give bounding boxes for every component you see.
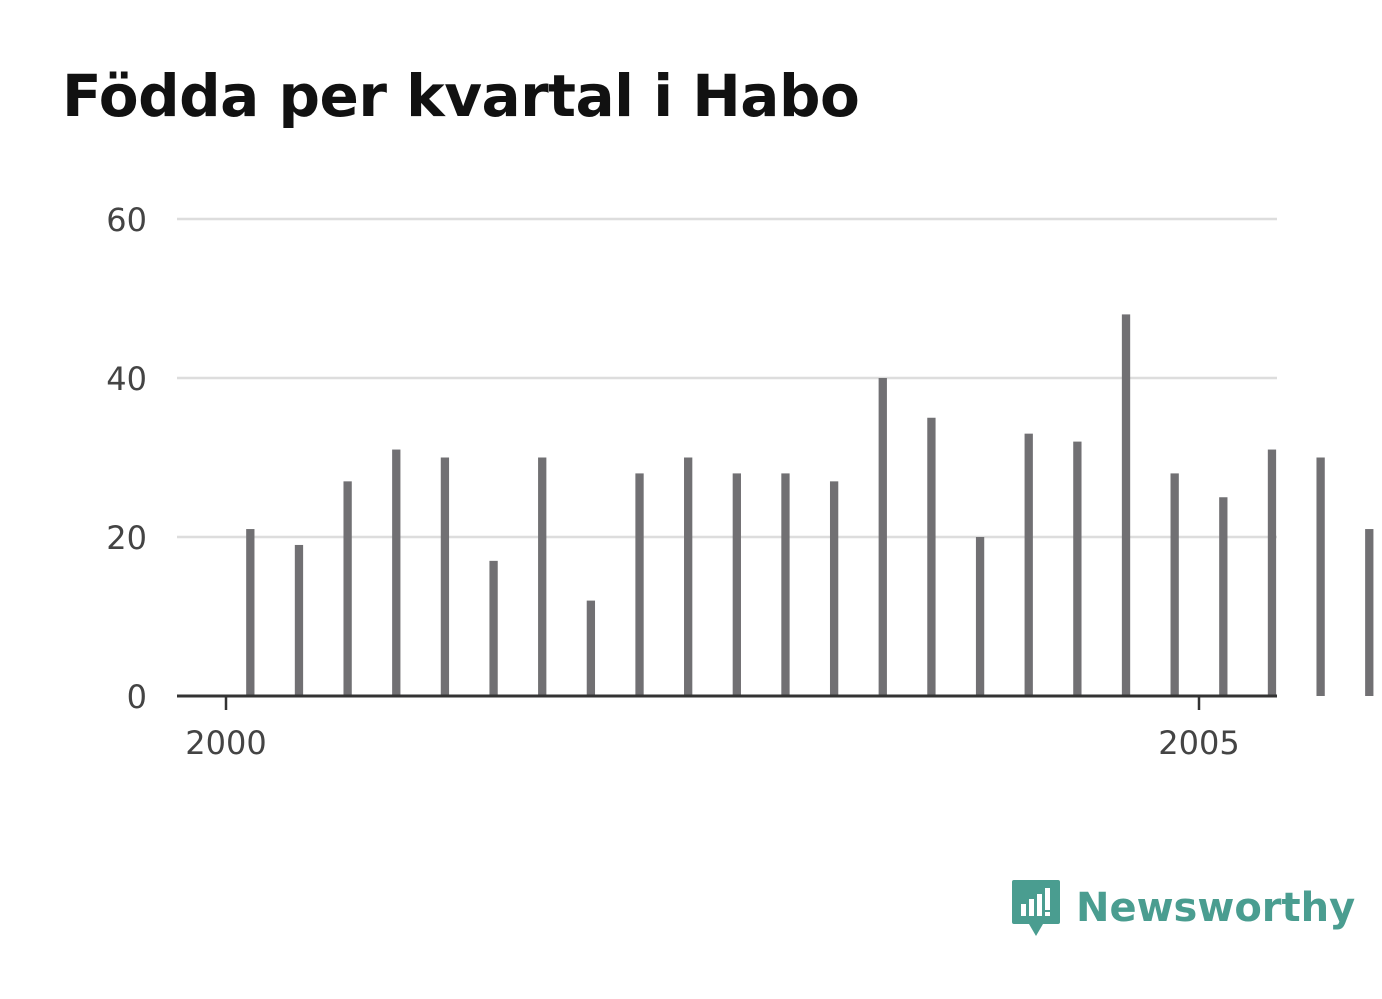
bar <box>343 481 352 696</box>
bar <box>1316 457 1325 696</box>
bar <box>829 481 839 696</box>
chart-title: Födda per kvartal i Habo <box>62 62 860 130</box>
bar-chart-speech-bubble-icon <box>1012 880 1060 936</box>
bar <box>294 544 304 696</box>
bar <box>1170 473 1179 696</box>
bars <box>246 314 1374 696</box>
bar <box>1219 497 1228 696</box>
bar <box>1121 314 1131 696</box>
brand-name: Newsworthy <box>1076 885 1356 931</box>
x-tick-label: 2005 <box>1158 724 1239 762</box>
bar <box>1365 529 1374 696</box>
x-axis-ticks: 200020052010201520202025 <box>177 694 1277 762</box>
bar <box>538 457 547 696</box>
bar <box>489 560 498 696</box>
bar <box>878 378 887 696</box>
x-tick-label: 2000 <box>185 724 266 762</box>
brand-logo: Newsworthy <box>1010 878 1355 938</box>
bar <box>635 473 644 696</box>
bar <box>975 537 985 696</box>
gridlines <box>177 217 1277 539</box>
y-tick-label: 40 <box>106 360 147 398</box>
bar <box>1024 433 1033 696</box>
bar <box>392 449 401 696</box>
y-axis-ticks: 0 20 40 60 <box>106 201 147 716</box>
bar <box>781 473 790 696</box>
y-tick-label: 0 <box>127 678 147 716</box>
bar <box>246 529 255 696</box>
y-tick-label: 60 <box>106 201 147 239</box>
bar <box>1073 441 1082 696</box>
bar <box>440 457 450 696</box>
bar <box>927 417 936 696</box>
bar <box>732 473 741 696</box>
bar <box>684 457 693 696</box>
bar <box>586 600 596 696</box>
bar <box>1267 449 1277 696</box>
y-tick-label: 20 <box>106 519 147 557</box>
